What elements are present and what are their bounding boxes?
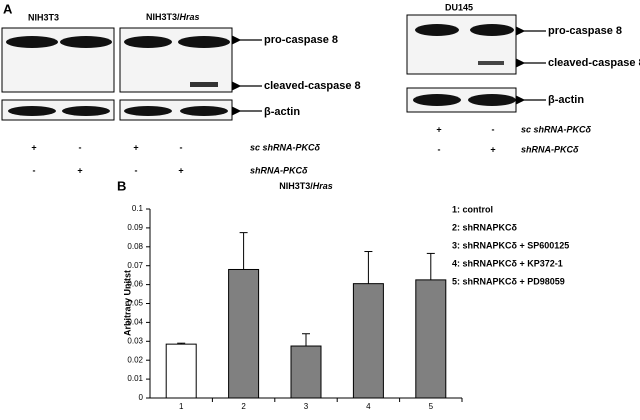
condition-sign: - [135, 165, 138, 175]
condition-label: shRNA-PKCδ [250, 165, 308, 175]
condition-sign: + [77, 165, 82, 175]
blot [406, 14, 546, 113]
condition-sign: + [178, 165, 183, 175]
chart-title: NIH3T3/Hras [279, 181, 333, 191]
condition-sign: - [33, 165, 36, 175]
condition-sign: - [438, 144, 441, 154]
blot-title: DU145 [445, 2, 473, 12]
condition-sign: - [492, 124, 495, 134]
condition-sign: + [133, 142, 138, 152]
y-tick-label: 0.03 [127, 336, 143, 345]
marker-label: cleaved-caspase 8 [548, 57, 640, 69]
x-tick-label: 5 [429, 402, 434, 411]
y-tick-label: 0.01 [127, 374, 143, 383]
y-tick-label: 0.06 [127, 280, 143, 289]
marker-label: cleaved-caspase 8 [264, 80, 361, 92]
condition-sign: - [79, 142, 82, 152]
condition-label: sc shRNA-PKCδ [250, 142, 321, 152]
blot-title: NIH3T3 [28, 12, 59, 22]
y-tick-label: 0.09 [127, 223, 143, 232]
condition-label: shRNA-PKCδ [521, 144, 579, 154]
y-tick-label: 0 [139, 393, 144, 402]
y-tick-label: 0.07 [127, 261, 143, 270]
y-tick-label: 0.04 [127, 318, 143, 327]
panel-label: B [117, 178, 126, 193]
condition-sign: - [180, 142, 183, 152]
condition-sign: + [436, 124, 441, 134]
x-tick-label: 1 [179, 402, 184, 411]
panel-label: A [3, 1, 13, 16]
legend-item: 4: shRNAPKCδ + KP372-1 [452, 258, 563, 268]
condition-sign: + [490, 144, 495, 154]
blot [1, 27, 262, 121]
condition-sign: + [31, 142, 36, 152]
x-tick-label: 3 [304, 402, 309, 411]
error-bar [239, 232, 248, 270]
y-tick-label: 0.1 [132, 204, 144, 213]
y-tick-label: 0.05 [127, 299, 143, 308]
bar [165, 343, 197, 399]
marker-label: β-actin [548, 94, 584, 106]
error-bar [426, 252, 435, 280]
error-bar [364, 251, 373, 284]
marker-label: β-actin [264, 106, 300, 118]
y-axis-label: Arbitrary Unitst [122, 270, 132, 336]
blot-title: NIH3T3/Hras [146, 12, 200, 22]
legend-item: 2: shRNAPKCδ [452, 222, 518, 232]
marker-label: pro-caspase 8 [548, 25, 622, 37]
y-tick-label: 0.08 [127, 242, 143, 251]
error-bar [302, 333, 310, 347]
x-tick-label: 4 [366, 402, 371, 411]
condition-label: sc shRNA-PKCδ [521, 124, 592, 134]
legend-item: 3: shRNAPKCδ + SP600125 [452, 240, 569, 250]
bar [415, 279, 447, 399]
error-bar [177, 342, 186, 345]
legend-item: 5: shRNAPKCδ + PD98059 [452, 276, 565, 286]
marker-label: pro-caspase 8 [264, 34, 338, 46]
x-tick-label: 2 [241, 402, 246, 411]
y-tick-label: 0.02 [127, 355, 143, 364]
bar [290, 345, 322, 399]
bar [228, 268, 260, 399]
legend-item: 1: control [452, 204, 493, 214]
bar [352, 283, 384, 399]
